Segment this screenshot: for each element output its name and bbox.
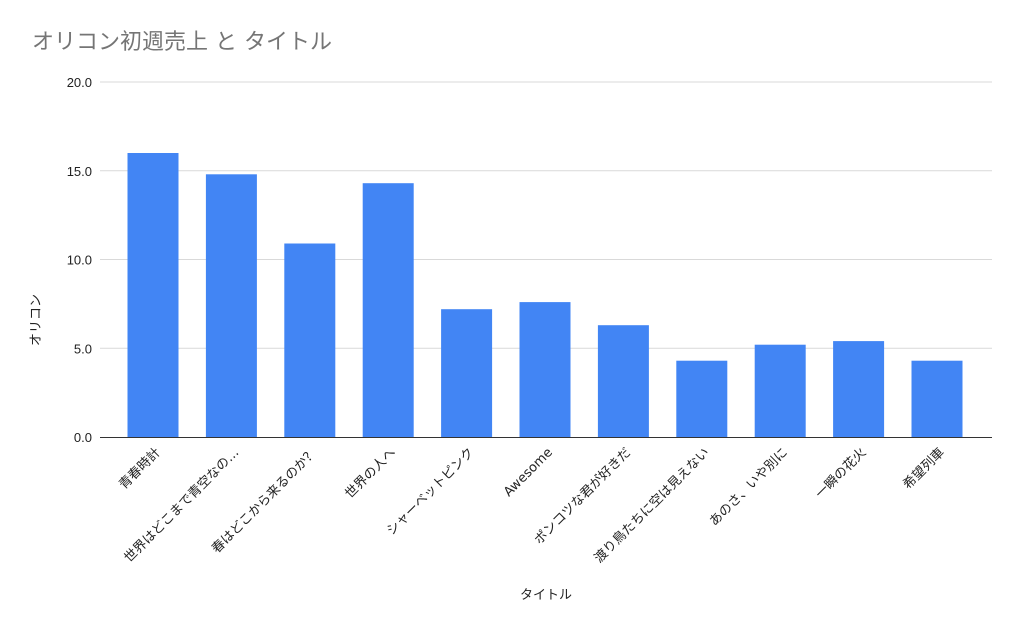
bar: [597, 325, 649, 437]
bar: [754, 344, 806, 437]
y-tick-label: 0.0: [74, 430, 92, 445]
x-tick-label: あのさ、いや別に: [707, 445, 791, 529]
y-tick-label: 5.0: [74, 341, 92, 356]
y-tick-label: 20.0: [67, 75, 92, 90]
x-tick-label: 一瞬の花火: [812, 445, 869, 502]
x-tick-label: 希望列車: [900, 445, 948, 493]
x-tick-label: 世界の人へ: [342, 445, 399, 502]
x-axis-title: タイトル: [520, 588, 572, 603]
x-tick-label: シャーベットピンク: [384, 445, 477, 538]
x-tick-label: 青春時計: [116, 445, 164, 493]
bar: [205, 174, 257, 438]
bar: [284, 243, 336, 437]
bar: [519, 302, 571, 437]
y-axis-ticks: 0.0 5.0 10.0 15.0 20.0: [67, 75, 92, 445]
chart-title: オリコン初週売上 と タイトル: [32, 30, 332, 55]
y-axis-title: オリコン: [29, 294, 44, 346]
bar: [362, 183, 414, 437]
bar: [441, 309, 493, 437]
bar: [127, 153, 179, 437]
y-tick-label: 10.0: [67, 253, 92, 268]
x-tick-label: Awesome: [501, 445, 556, 500]
bar: [833, 341, 885, 437]
bars: [127, 153, 963, 438]
bar: [911, 360, 963, 437]
y-tick-label: 15.0: [67, 164, 92, 179]
bar: [676, 360, 728, 437]
